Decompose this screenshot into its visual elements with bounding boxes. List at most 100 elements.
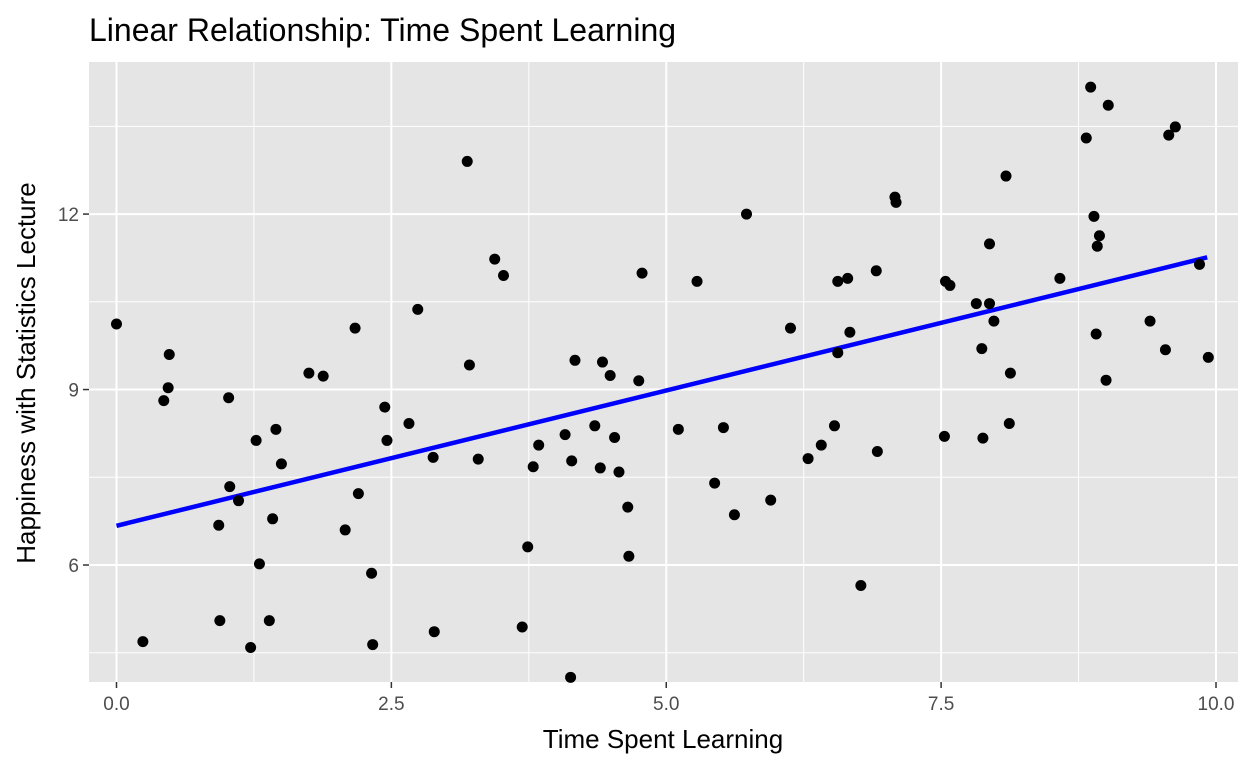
data-point: [303, 367, 315, 379]
data-point: [1159, 344, 1171, 356]
data-point: [672, 423, 684, 435]
data-point: [489, 253, 501, 265]
data-point: [317, 370, 329, 382]
data-point: [633, 375, 645, 387]
data-point: [1144, 315, 1156, 327]
data-point: [516, 621, 528, 633]
data-point: [559, 429, 571, 441]
y-tick-label: 6: [68, 556, 79, 577]
chart-title: Linear Relationship: Time Spent Learning: [89, 12, 676, 48]
data-point: [569, 354, 581, 366]
data-point: [463, 359, 475, 371]
data-point: [110, 318, 122, 330]
data-point: [472, 453, 484, 465]
data-point: [566, 455, 578, 467]
data-point: [253, 558, 265, 570]
data-point: [1090, 328, 1102, 340]
data-point: [870, 265, 882, 277]
data-point: [855, 579, 867, 591]
data-point: [832, 347, 844, 359]
data-point: [609, 432, 621, 444]
data-point: [270, 423, 282, 435]
x-tick-label: 7.5: [928, 694, 954, 715]
x-tick-label: 2.5: [378, 694, 404, 715]
data-point: [594, 462, 606, 474]
data-point: [498, 269, 510, 281]
data-point: [828, 420, 840, 432]
data-point: [267, 513, 279, 525]
data-point: [728, 509, 740, 521]
data-point: [428, 626, 440, 638]
data-point: [1202, 351, 1214, 363]
minor-gridlines: [89, 62, 1238, 682]
x-tick-label: 0.0: [103, 694, 129, 715]
data-point: [1085, 81, 1097, 93]
data-point: [349, 322, 361, 334]
data-point: [250, 434, 262, 446]
data-point: [709, 477, 721, 489]
data-point: [1102, 99, 1114, 111]
data-point: [636, 267, 648, 279]
data-point: [613, 466, 625, 478]
data-point: [1004, 367, 1016, 379]
data-point: [944, 279, 956, 291]
data-point: [245, 641, 257, 653]
data-point: [213, 519, 225, 531]
data-point: [784, 322, 796, 334]
data-point: [565, 671, 577, 683]
data-point: [1100, 374, 1112, 386]
data-point: [977, 432, 989, 444]
data-point: [815, 439, 827, 451]
data-point: [765, 494, 777, 506]
data-point: [275, 458, 287, 470]
data-point: [976, 343, 988, 355]
data-point: [1093, 230, 1105, 242]
data-point: [984, 298, 996, 310]
data-point: [427, 451, 439, 463]
data-point: [938, 430, 950, 442]
data-point: [623, 550, 635, 562]
x-axis-ticks: 0.0 2.5 5.0 7.5 10.0: [103, 682, 1235, 715]
data-point: [522, 541, 534, 553]
data-point: [832, 275, 844, 287]
data-point: [381, 434, 393, 446]
data-point: [1088, 210, 1100, 222]
y-tick-label: 12: [58, 205, 79, 226]
data-point: [802, 453, 814, 465]
data-point: [214, 615, 226, 627]
data-point: [412, 303, 424, 315]
data-point: [233, 495, 245, 507]
data-point: [263, 615, 275, 627]
data-point: [1091, 240, 1103, 252]
data-point: [367, 639, 379, 651]
fit-line: [115, 255, 1208, 529]
data-point: [1054, 272, 1066, 284]
y-tick-label: 9: [68, 381, 79, 402]
data-point: [162, 382, 174, 394]
data-point: [379, 401, 391, 413]
data-point: [1163, 129, 1175, 141]
data-point: [622, 501, 634, 513]
data-point: [970, 298, 982, 310]
data-point: [717, 422, 729, 434]
data-point: [589, 420, 601, 432]
y-axis-ticks: 6 9 12: [58, 205, 89, 577]
data-point: [1194, 258, 1206, 270]
data-point: [1169, 121, 1181, 133]
data-point: [844, 326, 856, 338]
x-tick-label: 5.0: [653, 694, 679, 715]
data-points: [110, 81, 1214, 683]
plot-panel: [89, 62, 1238, 682]
data-point: [988, 315, 1000, 327]
x-tick-label: 10.0: [1198, 694, 1235, 715]
data-point: [533, 439, 545, 451]
data-point: [163, 348, 175, 360]
data-point: [137, 636, 149, 648]
data-point: [158, 395, 170, 407]
data-point: [1003, 417, 1015, 429]
fit-line-group: [115, 255, 1208, 529]
data-point: [366, 567, 378, 579]
data-point: [871, 446, 883, 458]
data-point: [596, 356, 608, 368]
